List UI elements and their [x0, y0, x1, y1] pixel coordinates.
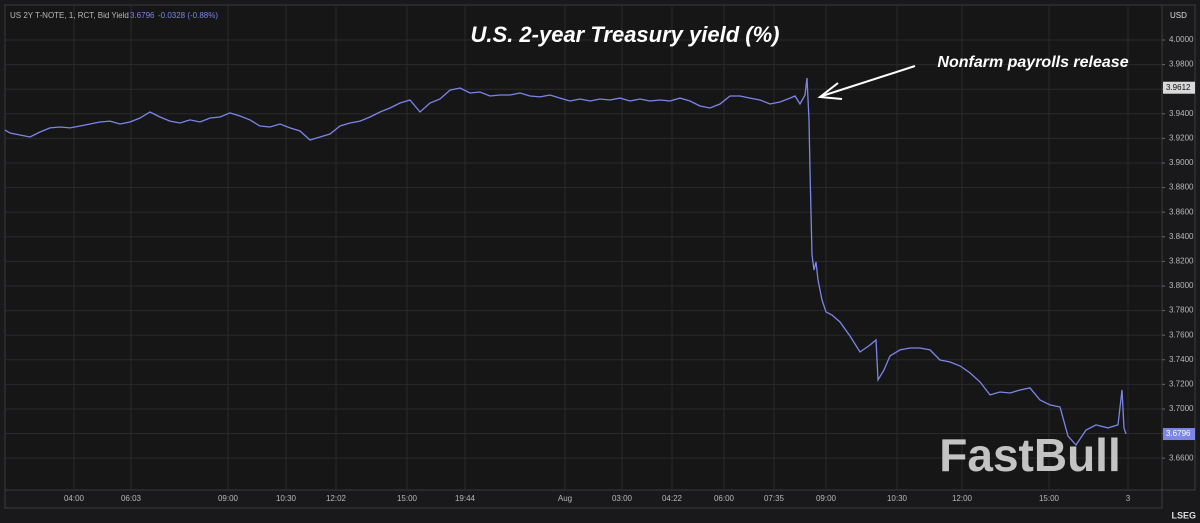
header-change: -0.0328 (-0.88%) — [158, 11, 218, 20]
x-tick-label: 10:30 — [276, 494, 297, 503]
y-tick-label: 3.8400 — [1169, 232, 1194, 241]
y-tick-label: 3.9000 — [1169, 158, 1194, 167]
annotation-arrow — [817, 65, 916, 100]
source: LSEG — [1171, 510, 1196, 520]
x-tick-label: 06:00 — [714, 494, 735, 503]
y-tick-label: 3.7000 — [1169, 404, 1194, 413]
y-tick-label: 3.7400 — [1169, 355, 1194, 364]
price-label: 3.9612 — [1166, 83, 1191, 92]
header-last: 3.6796 — [130, 11, 155, 20]
y-tick-label: 4.0000 — [1169, 35, 1194, 44]
x-tick-label: 3 — [1126, 494, 1131, 503]
y-tick-label: 3.9800 — [1169, 60, 1194, 69]
x-axis-area — [4, 489, 1163, 509]
x-tick-label: 04:22 — [662, 494, 683, 503]
grid — [5, 5, 1162, 490]
price-label: 3.6796 — [1166, 429, 1191, 438]
y-tick-label: 3.9200 — [1169, 134, 1194, 143]
y-tick-label: 3.8800 — [1169, 183, 1194, 192]
y-tick-label: 3.7800 — [1169, 306, 1194, 315]
annotation: Nonfarm payrolls release — [937, 54, 1128, 71]
x-tick-label: Aug — [558, 494, 572, 503]
x-tick-label: 06:03 — [121, 494, 142, 503]
y-tick-label: 3.8000 — [1169, 281, 1194, 290]
price-label-box — [1163, 428, 1195, 441]
x-tick-label: 04:00 — [64, 494, 85, 503]
marks — [4, 77, 1127, 447]
x-tick-label: 09:00 — [816, 494, 837, 503]
y-tick-label: 3.7600 — [1169, 330, 1194, 339]
x-tick-label: 19:44 — [455, 494, 476, 503]
y-tick-label: 3.8200 — [1169, 256, 1194, 265]
x-tick-label: 12:02 — [326, 494, 347, 503]
x-tick-label: 07:35 — [764, 494, 785, 503]
x-tick-label: 15:00 — [1039, 494, 1060, 503]
x-tick-label: 10:30 — [887, 494, 908, 503]
watermark: FastBull — [939, 429, 1120, 481]
x-tick-label: 09:00 — [218, 494, 239, 503]
y-tick-label: 3.6600 — [1169, 453, 1194, 462]
price-label-box — [1163, 81, 1195, 94]
x-tick-label: 03:00 — [612, 494, 633, 503]
y-axis-unit: USD — [1170, 11, 1187, 20]
plot-area — [4, 4, 1163, 491]
chart-title: U.S. 2-year Treasury yield (%) — [471, 22, 780, 47]
y-axis-area — [1161, 4, 1196, 491]
x-tick-label: 12:00 — [952, 494, 973, 503]
y-tick-label: 3.8600 — [1169, 207, 1194, 216]
x-tick-label: 15:00 — [397, 494, 418, 503]
y-tick-label: 3.9400 — [1169, 109, 1194, 118]
header-symbol: US 2Y T-NOTE, 1, RCT, Bid Yield — [10, 11, 129, 20]
line — [4, 77, 1127, 447]
y-tick-label: 3.7200 — [1169, 379, 1194, 388]
